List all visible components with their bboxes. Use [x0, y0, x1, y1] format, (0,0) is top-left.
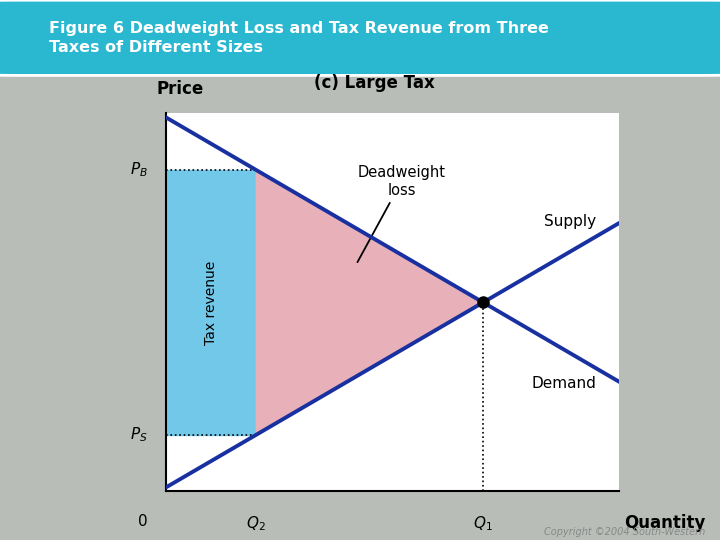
Text: 0: 0 — [138, 514, 148, 529]
Text: Supply: Supply — [544, 214, 597, 229]
Text: Figure 6 Deadweight Loss and Tax Revenue from Three
Taxes of Different Sizes: Figure 6 Deadweight Loss and Tax Revenue… — [49, 21, 549, 55]
Polygon shape — [256, 170, 483, 435]
Text: $P_S$: $P_S$ — [130, 426, 148, 444]
Polygon shape — [166, 170, 256, 435]
Text: Copyright ©2004 South-Western: Copyright ©2004 South-Western — [544, 527, 706, 537]
Text: Deadweight
loss: Deadweight loss — [357, 165, 446, 262]
FancyBboxPatch shape — [0, 0, 720, 76]
Text: $Q_1$: $Q_1$ — [473, 514, 493, 533]
Text: $Q_2$: $Q_2$ — [246, 514, 266, 533]
Text: Demand: Demand — [531, 376, 597, 391]
Text: $P_B$: $P_B$ — [130, 161, 148, 179]
Text: Tax revenue: Tax revenue — [204, 260, 218, 345]
Text: Price: Price — [156, 80, 204, 98]
Text: Quantity: Quantity — [624, 514, 705, 532]
Text: (c) Large Tax: (c) Large Tax — [314, 74, 435, 92]
